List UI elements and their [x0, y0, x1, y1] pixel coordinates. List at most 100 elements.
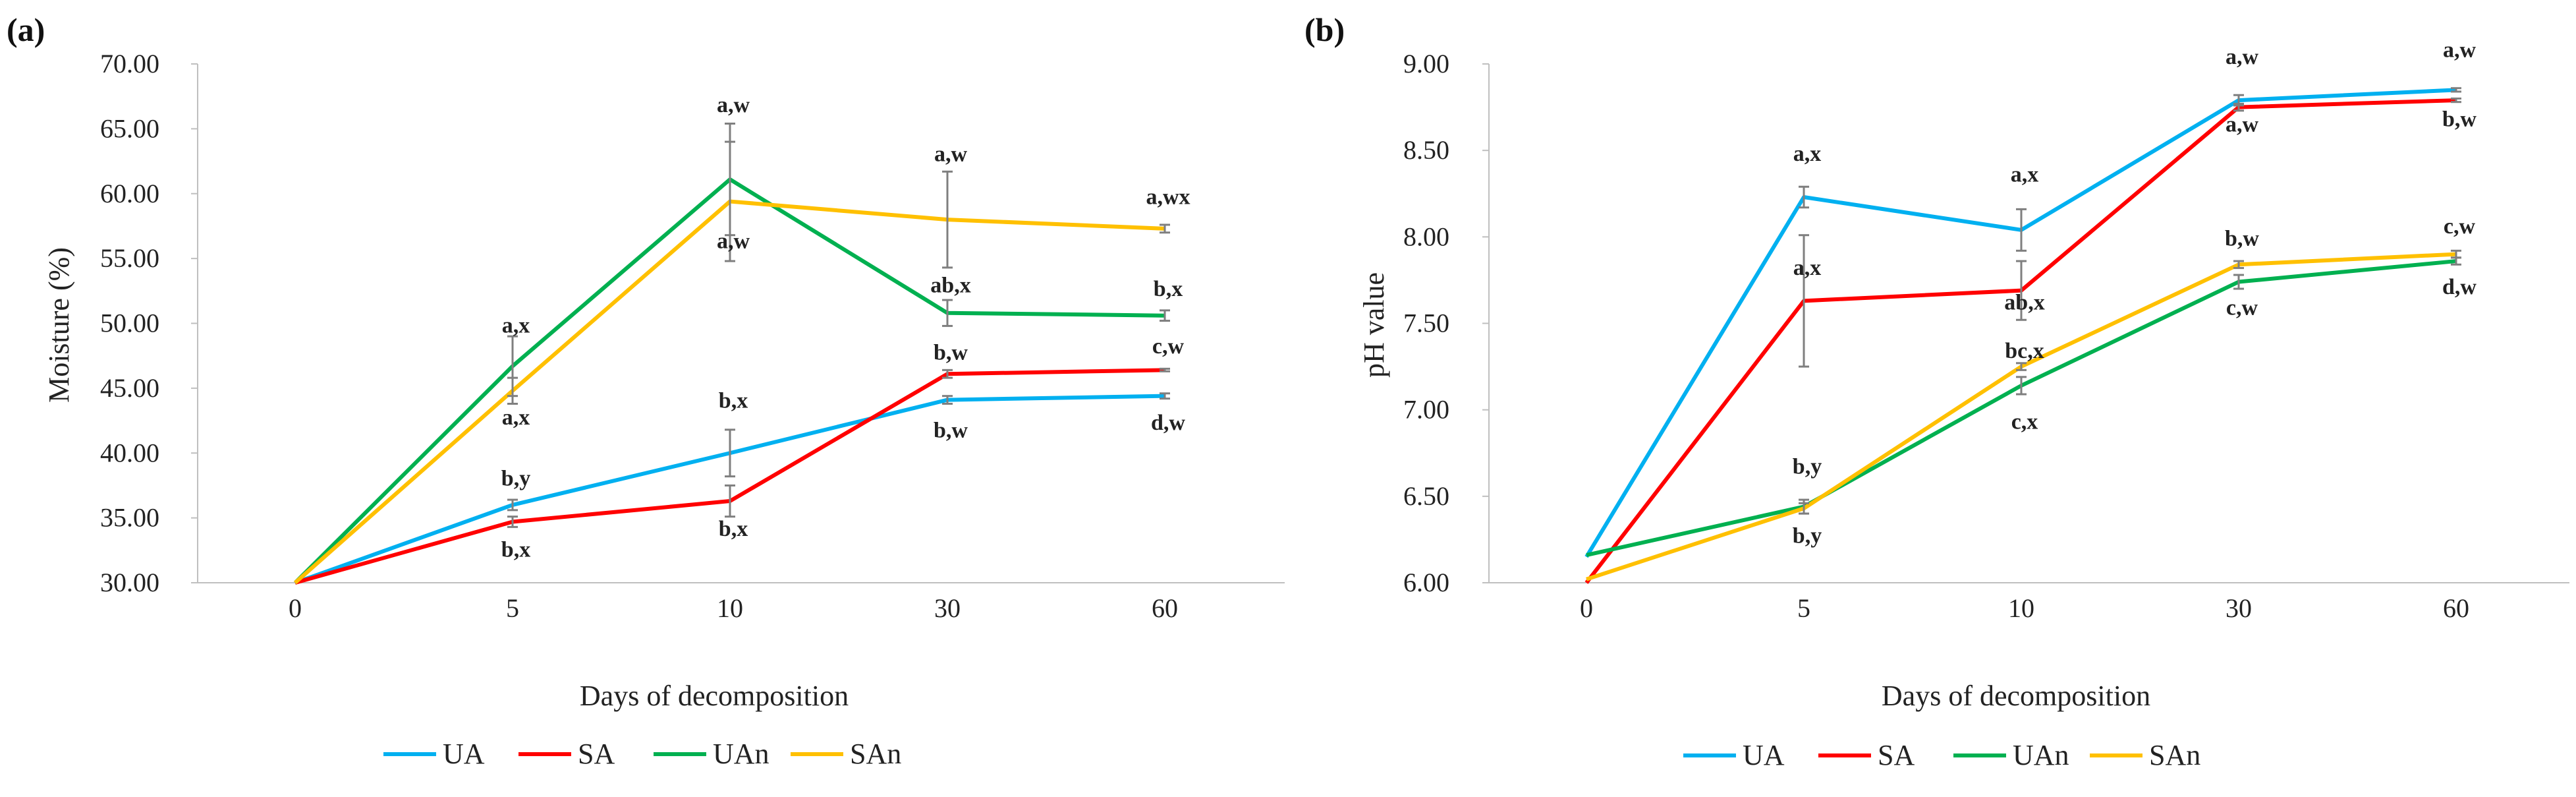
significance-label: ab,x [2004, 291, 2044, 315]
legend-label: SAn [850, 738, 901, 770]
significance-label: b,x [719, 388, 748, 413]
legend-item-uan: UAn [1953, 739, 2069, 771]
error-bar [2016, 208, 2027, 252]
legend-item-san: SAn [791, 738, 901, 770]
significance-label: a,w [2443, 38, 2477, 63]
error-bar [1160, 367, 1170, 372]
legend-label: UAn [713, 738, 770, 770]
legend-label: SA [578, 738, 615, 770]
y-tick-label: 50.00 [100, 309, 159, 338]
error-bar [1799, 502, 1809, 515]
error-bar [1160, 309, 1170, 322]
significance-label: a,wx [1146, 185, 1190, 209]
y-tick-label: 35.00 [100, 503, 159, 533]
y-tick-label: 6.00 [1403, 568, 1449, 597]
error-bar [942, 299, 953, 327]
x-tick-label: 0 [289, 593, 302, 623]
significance-label: d,w [2442, 275, 2477, 299]
error-bar [1799, 234, 1809, 368]
significance-label: a,w [717, 229, 750, 253]
x-tick-label: 0 [1580, 593, 1593, 623]
significance-label: c,x [2011, 410, 2038, 434]
legend-item-uan: UAn [654, 738, 770, 770]
significance-label: a,x [2011, 162, 2039, 187]
y-tick-label: 60.00 [100, 179, 159, 208]
error-bar [2016, 260, 2027, 321]
y-tick-label: 45.00 [100, 373, 159, 403]
significance-label: b,w [2225, 226, 2259, 251]
error-bar [2016, 362, 2027, 371]
error-bar [2233, 260, 2244, 270]
error-bar [1160, 223, 1170, 234]
significance-label: a,x [502, 405, 530, 430]
x-axis-title: Days of decomposition [1882, 680, 2150, 712]
y-tick-label: 70.00 [100, 49, 159, 78]
significance-label: b,y [1793, 455, 1822, 479]
y-tick-label: 8.00 [1403, 221, 1449, 251]
significance-label: bc,x [2005, 339, 2044, 363]
legend-label: UA [1743, 739, 1785, 771]
significance-label: a,x [1793, 142, 1822, 166]
y-tick-label: 7.00 [1403, 395, 1449, 425]
error-bar [507, 516, 518, 528]
legend-label: UAn [2013, 739, 2069, 771]
x-tick-label: 5 [1797, 593, 1810, 623]
significance-label: c,w [2226, 295, 2258, 320]
error-bar [725, 428, 735, 478]
significance-label: b,x [1154, 277, 1183, 301]
error-bar [942, 170, 953, 269]
y-tick-label: 55.00 [100, 243, 159, 273]
error-bar [725, 484, 735, 518]
legend-label: SA [1878, 739, 1915, 771]
chart-ph: (b) pH value Days of decomposition 6.00 6… [1304, 11, 2569, 771]
significance-label: ab,x [930, 273, 970, 297]
legend-item-san: SAn [2090, 739, 2200, 771]
x-axis-title: Days of decomposition [580, 680, 849, 712]
legend-item-sa: SA [1818, 739, 1915, 771]
error-bar [725, 140, 735, 262]
error-bar [1799, 185, 1809, 209]
x-tick-label: 30 [2226, 593, 2252, 623]
series-line-ua [1584, 88, 2457, 558]
error-bar [2016, 376, 2027, 396]
significance-label: b,w [934, 419, 968, 443]
significance-label: a,w [934, 142, 968, 167]
legend-item-sa: SA [518, 738, 615, 770]
y-tick-label: 65.00 [100, 113, 159, 143]
significance-label: b,w [2442, 107, 2477, 131]
x-tick-label: 30 [934, 593, 961, 623]
y-tick-label: 7.50 [1403, 309, 1449, 338]
legend-item-ua: UA [383, 738, 485, 770]
significance-label: a,w [2226, 112, 2259, 136]
significance-label: a,w [2226, 45, 2259, 69]
x-tick-label: 60 [1152, 593, 1178, 623]
x-tick-label: 10 [2008, 593, 2034, 623]
significance-label: a,x [1793, 256, 1822, 280]
error-bar [942, 395, 953, 405]
y-tick-label: 9.00 [1403, 49, 1449, 78]
y-tick-label: 8.50 [1403, 135, 1449, 165]
error-bar [2451, 249, 2461, 259]
x-tick-label: 5 [506, 593, 519, 623]
significance-label: a,x [502, 313, 530, 338]
legend-item-ua: UA [1683, 739, 1785, 771]
legend-label: UA [443, 738, 485, 770]
significance-label: b,w [934, 341, 968, 365]
y-tick-label: 40.00 [100, 438, 159, 467]
significance-label: b,x [719, 517, 748, 541]
significance-label: c,w [1152, 334, 1185, 359]
y-axis-title: Moisture (%) [43, 247, 75, 403]
error-bar [507, 376, 518, 405]
y-axis-title: pH value [1358, 272, 1390, 378]
significance-label: b,x [501, 538, 530, 562]
panel-label: (a) [7, 11, 45, 48]
y-tick-label: 30.00 [100, 568, 159, 597]
significance-label: a,w [717, 93, 750, 117]
significance-label: d,w [1151, 411, 1185, 435]
error-bar [1160, 392, 1170, 400]
legend-label: SAn [2149, 739, 2200, 771]
error-bar [2233, 274, 2244, 290]
error-bar [942, 369, 953, 379]
error-bar [2451, 87, 2461, 93]
